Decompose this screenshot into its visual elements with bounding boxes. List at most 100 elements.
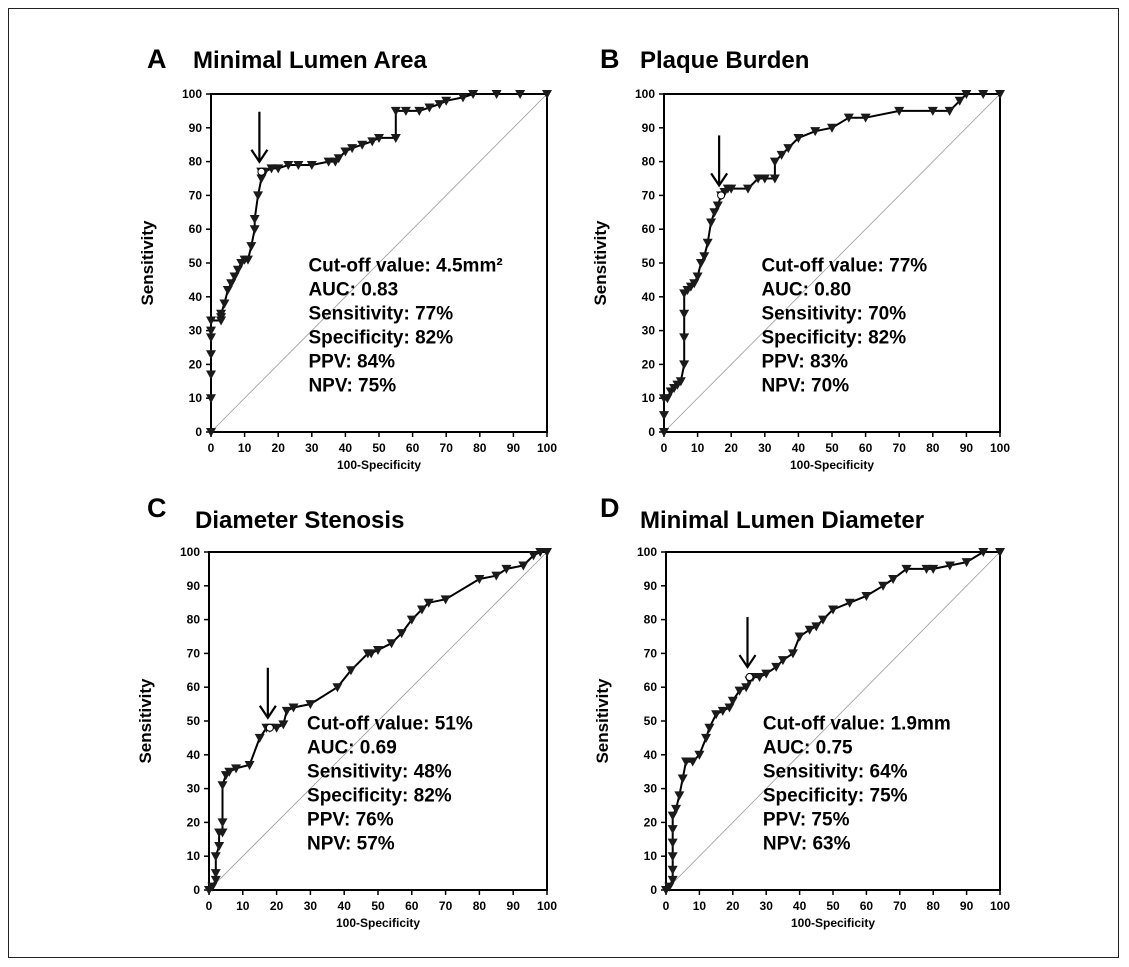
- roc-point-marker: [222, 286, 233, 296]
- stats-annotation-line: Specificity: 82%: [308, 327, 453, 348]
- y-tick-label: 0: [193, 883, 200, 897]
- panel-letter: B: [600, 44, 620, 74]
- y-tick-label: 0: [650, 883, 657, 897]
- y-tick-label: 60: [187, 680, 201, 694]
- x-tick-label: 60: [405, 899, 419, 913]
- roc-point-marker: [210, 852, 221, 862]
- x-tick-label: 10: [693, 899, 707, 913]
- roc-point-marker: [468, 90, 479, 99]
- x-tick-label: 100: [537, 899, 557, 913]
- roc-point-marker: [518, 561, 529, 571]
- roc-point-marker: [717, 706, 728, 716]
- panel-d: D Minimal Lumen Diameter 00 10 10 20 20 30 30 40 4…: [593, 493, 1010, 930]
- y-tick-label: 20: [644, 815, 658, 829]
- panel-title: Diameter Stenosis: [195, 507, 404, 534]
- x-axis-label: 100-Specificity: [791, 916, 875, 930]
- stats-annotation-line: Cut-off value: 51%: [307, 713, 473, 734]
- roc-point-marker: [671, 804, 682, 814]
- x-tick-label: 10: [691, 441, 705, 455]
- roc-point-marker: [692, 272, 703, 282]
- x-tick-label: 30: [305, 441, 319, 455]
- roc-point-marker: [804, 625, 815, 635]
- roc-point-marker: [332, 683, 343, 693]
- y-tick-label: 100: [180, 545, 200, 559]
- roc-point-marker: [794, 632, 805, 642]
- roc-point-marker: [810, 127, 821, 137]
- stats-annotation-line: AUC: 0.80: [761, 279, 851, 300]
- reference-diagonal: [665, 551, 1001, 891]
- stats-annotation-line: Sensitivity: 48%: [307, 761, 452, 782]
- roc-point-marker: [216, 309, 227, 319]
- roc-point-marker: [254, 733, 265, 743]
- stats-annotation-line: NPV: 57%: [307, 833, 395, 854]
- roc-point-marker: [340, 147, 351, 157]
- roc-point-marker: [386, 639, 397, 649]
- reference-diagonal: [210, 93, 548, 433]
- roc-point-marker: [811, 622, 822, 632]
- x-tick-label: 60: [406, 441, 420, 455]
- x-tick-label: 30: [304, 899, 318, 913]
- x-tick-label: 60: [860, 899, 874, 913]
- x-tick-label: 20: [270, 899, 284, 913]
- y-tick-label: 50: [642, 256, 656, 270]
- y-tick-label: 40: [644, 748, 658, 762]
- x-tick-label: 80: [926, 441, 940, 455]
- roc-point-marker: [667, 838, 678, 848]
- x-tick-label: 100: [990, 899, 1010, 913]
- roc-point-marker: [978, 90, 989, 99]
- roc-point-marker: [242, 255, 253, 265]
- y-axis-label: Sensitivity: [136, 678, 155, 764]
- roc-point-marker: [753, 174, 764, 184]
- roc-point-marker: [226, 279, 237, 289]
- y-tick-label: 30: [642, 324, 656, 338]
- y-tick-label: 70: [189, 188, 203, 202]
- roc-point-marker: [702, 238, 713, 248]
- cutoff-point-marker: [265, 723, 274, 732]
- roc-point-marker: [679, 333, 690, 343]
- y-tick-label: 30: [187, 782, 201, 796]
- roc-point-marker: [542, 90, 552, 99]
- stats-annotation-line: Cut-off value: 1.9mm: [763, 713, 951, 734]
- roc-point-marker: [206, 350, 216, 360]
- stats-annotation-line: PPV: 76%: [307, 809, 394, 830]
- roc-point-marker: [843, 113, 854, 123]
- panel-letter: D: [600, 493, 620, 523]
- roc-point-marker: [515, 90, 526, 99]
- roc-point-marker: [712, 201, 723, 211]
- cutoff-point-marker: [717, 191, 726, 200]
- y-tick-label: 80: [187, 613, 201, 627]
- roc-point-marker: [743, 184, 753, 194]
- roc-point-marker: [894, 106, 905, 116]
- x-tick-label: 60: [859, 441, 873, 455]
- y-tick-label: 50: [189, 256, 203, 270]
- y-tick-label: 100: [635, 87, 655, 101]
- x-tick-label: 80: [473, 899, 487, 913]
- roc-point-marker: [667, 875, 678, 885]
- x-tick-label: 50: [825, 441, 839, 455]
- roc-point-marker: [474, 575, 485, 585]
- x-tick-label: 80: [927, 899, 941, 913]
- roc-point-marker: [281, 706, 292, 716]
- roc-point-marker: [776, 150, 787, 160]
- x-tick-label: 30: [760, 899, 774, 913]
- cutoff-point-marker: [257, 167, 266, 176]
- roc-point-marker: [954, 96, 965, 106]
- x-tick-label: 70: [439, 899, 453, 913]
- y-tick-label: 20: [642, 357, 656, 371]
- roc-point-marker: [217, 828, 228, 838]
- roc-point-marker: [787, 649, 798, 659]
- y-tick-label: 70: [187, 646, 201, 660]
- y-tick-label: 20: [187, 815, 201, 829]
- roc-point-marker: [253, 191, 264, 201]
- roc-point-marker: [699, 252, 710, 262]
- roc-point-marker: [374, 133, 384, 143]
- roc-point-marker: [206, 428, 216, 437]
- stats-annotation-line: Cut-off value: 77%: [761, 255, 927, 276]
- y-axis-label: Sensitivity: [591, 220, 610, 306]
- roc-point-marker: [231, 764, 242, 774]
- roc-point-marker: [229, 272, 240, 282]
- stats-annotation-line: AUC: 0.83: [308, 279, 398, 300]
- x-tick-label: 70: [440, 441, 454, 455]
- roc-point-marker: [249, 215, 260, 225]
